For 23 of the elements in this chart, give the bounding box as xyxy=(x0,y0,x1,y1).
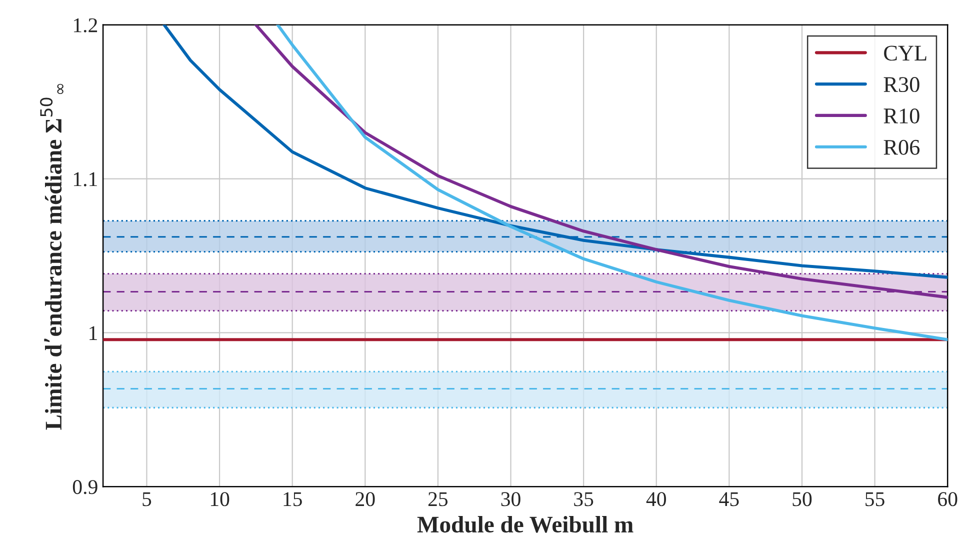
x-axis-title: Module de Weibull m xyxy=(417,516,634,533)
x-tick-label: 60 xyxy=(938,492,958,506)
x-tick-label: 10 xyxy=(210,492,230,506)
x-tick-label: 5 xyxy=(142,492,152,506)
y-tick-label: 1 xyxy=(90,326,97,340)
legend-label: R10 xyxy=(884,108,920,124)
y-tick-label: 1.2 xyxy=(74,18,98,32)
legend-label: R30 xyxy=(884,77,920,92)
legend-label: CYL xyxy=(884,46,926,61)
x-tick-label: 40 xyxy=(646,492,666,506)
x-tick-label: 35 xyxy=(574,492,594,506)
legend-label: R06 xyxy=(884,140,920,155)
x-tick-label: 25 xyxy=(428,492,448,506)
x-tick-label: 30 xyxy=(501,492,520,506)
x-tick-label: 45 xyxy=(719,492,739,506)
x-tick-label: 50 xyxy=(792,492,812,506)
y-tick-label: 1.1 xyxy=(74,172,97,186)
x-tick-label: 20 xyxy=(356,492,375,506)
line-series xyxy=(276,24,948,342)
y-axis-title: Limite d’endurance médiane Σ$^{50}$$_{∞}$ xyxy=(40,84,64,430)
y-tick-label: 0.9 xyxy=(72,480,98,494)
x-tick-label: 15 xyxy=(284,492,302,506)
x-tick-label: 55 xyxy=(866,492,884,506)
